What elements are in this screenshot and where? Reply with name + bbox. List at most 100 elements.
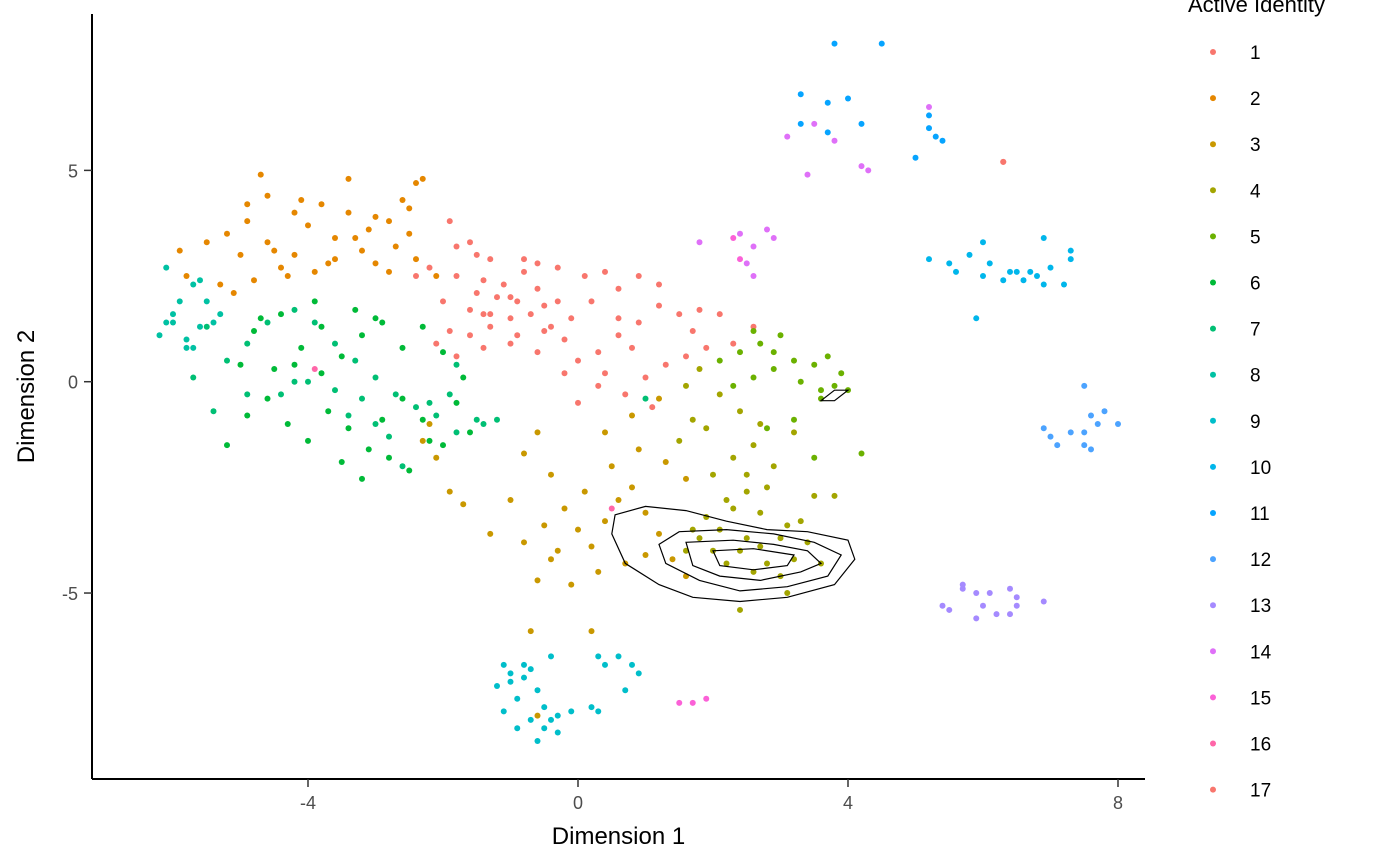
- data-point-cluster-11: [858, 120, 865, 127]
- data-point-cluster-9: [595, 653, 602, 660]
- data-point-cluster-12: [1094, 420, 1101, 427]
- data-point-cluster-1: [446, 327, 453, 334]
- data-point-cluster-9: [568, 708, 575, 715]
- data-point-cluster-5: [770, 349, 777, 356]
- data-point-cluster-2: [244, 218, 251, 225]
- data-point-cluster-1: [656, 281, 662, 288]
- legend-item-3: 3: [1210, 135, 1261, 156]
- data-point-cluster-11: [878, 40, 885, 47]
- data-point-cluster-5: [750, 327, 757, 334]
- data-point-cluster-9: [521, 661, 527, 668]
- legend-label: 3: [1250, 135, 1261, 156]
- data-point-cluster-13: [959, 585, 966, 592]
- data-point-cluster-1: [440, 298, 446, 305]
- data-point-cluster-8: [176, 298, 183, 305]
- data-point-cluster-14: [750, 273, 757, 280]
- data-point-cluster-10: [953, 268, 959, 275]
- data-point-cluster-7: [210, 408, 217, 415]
- legend-title: Active Identity: [1188, 0, 1325, 17]
- data-point-cluster-10: [1040, 235, 1047, 242]
- data-point-cluster-4: [777, 535, 784, 542]
- data-point-cluster-2: [203, 239, 210, 246]
- data-point-cluster-3: [629, 412, 635, 419]
- data-point-cluster-3: [568, 581, 575, 588]
- data-point-cluster-13: [1013, 594, 1020, 601]
- data-point-cluster-14: [926, 103, 932, 110]
- data-point-cluster-4: [730, 505, 737, 512]
- legend-key-dot: [1210, 279, 1216, 286]
- data-point-cluster-5: [764, 425, 770, 432]
- data-point-cluster-6: [257, 315, 264, 322]
- data-point-cluster-6: [440, 442, 446, 449]
- data-point-cluster-9: [541, 725, 548, 732]
- data-point-cluster-1: [487, 323, 494, 330]
- data-point-cluster-1: [494, 294, 500, 301]
- data-point-cluster-3: [446, 488, 453, 495]
- data-point-cluster-4: [797, 518, 804, 525]
- data-point-cluster-4: [737, 547, 743, 554]
- y-tick-label: 0: [68, 373, 78, 393]
- data-point-cluster-1: [534, 285, 541, 292]
- data-point-cluster-3: [635, 446, 642, 453]
- legend-item-17: 17: [1210, 781, 1271, 802]
- data-point-cluster-1: [656, 302, 662, 309]
- data-point-cluster-2: [284, 273, 291, 280]
- data-point-cluster-7: [345, 412, 352, 419]
- legend-item-5: 5: [1210, 227, 1261, 248]
- data-point-cluster-3: [419, 437, 426, 444]
- legend-label: 2: [1250, 89, 1261, 110]
- data-point-cluster-4: [757, 420, 764, 427]
- data-point-cluster-12: [1081, 382, 1088, 389]
- data-point-cluster-9: [527, 716, 534, 723]
- data-point-cluster-12: [1040, 425, 1047, 432]
- data-point-cluster-8: [170, 319, 176, 326]
- data-point-cluster-2: [251, 277, 257, 284]
- data-point-cluster-4: [730, 454, 737, 461]
- data-point-cluster-6: [224, 442, 230, 449]
- data-point-cluster-10: [946, 260, 953, 267]
- data-point-cluster-10: [1007, 268, 1013, 275]
- data-point-cluster-2: [392, 243, 399, 250]
- data-point-cluster-11: [824, 99, 831, 106]
- data-point-cluster-2: [325, 260, 332, 267]
- data-point-cluster-9: [494, 683, 500, 690]
- legend-label: 14: [1250, 642, 1272, 663]
- data-point-cluster-11: [845, 95, 851, 102]
- y-tick-label: 5: [68, 161, 78, 181]
- data-point-cluster-4: [757, 509, 764, 516]
- data-point-cluster-3: [521, 450, 527, 457]
- data-point-cluster-1: [534, 349, 541, 356]
- data-point-cluster-14: [811, 120, 818, 127]
- data-point-cluster-9: [514, 695, 521, 702]
- data-point-cluster-2: [413, 256, 419, 263]
- data-point-cluster-6: [318, 370, 325, 377]
- data-point-cluster-6: [440, 349, 446, 356]
- data-point-cluster-5: [716, 357, 723, 364]
- data-point-cluster-2: [278, 264, 284, 271]
- data-point-cluster-1: [548, 323, 554, 330]
- data-point-cluster-7: [433, 412, 440, 419]
- data-point-cluster-2: [332, 235, 338, 242]
- data-point-cluster-6: [311, 298, 318, 305]
- data-point-cluster-2: [372, 213, 379, 220]
- data-point-cluster-9: [521, 674, 527, 681]
- data-point-cluster-7: [480, 420, 487, 427]
- data-point-cluster-6: [305, 437, 311, 444]
- data-point-cluster-7: [264, 319, 271, 326]
- data-point-cluster-5: [791, 357, 797, 364]
- data-point-cluster-17: [1000, 158, 1007, 165]
- data-point-cluster-3: [433, 454, 440, 461]
- data-point-cluster-2: [264, 192, 271, 199]
- data-point-cluster-9: [554, 712, 561, 719]
- data-point-cluster-2: [365, 226, 372, 233]
- data-point-cluster-2: [257, 171, 264, 178]
- data-point-cluster-2: [419, 175, 426, 182]
- legend-key-dot: [1210, 786, 1216, 793]
- data-point-cluster-14: [831, 137, 838, 144]
- data-point-cluster-10: [966, 251, 973, 258]
- data-point-cluster-9: [534, 737, 541, 744]
- data-point-cluster-1: [507, 294, 514, 301]
- data-point-cluster-2: [406, 205, 413, 212]
- x-axis-label: Dimension 1: [552, 823, 685, 850]
- data-point-cluster-4: [689, 416, 696, 423]
